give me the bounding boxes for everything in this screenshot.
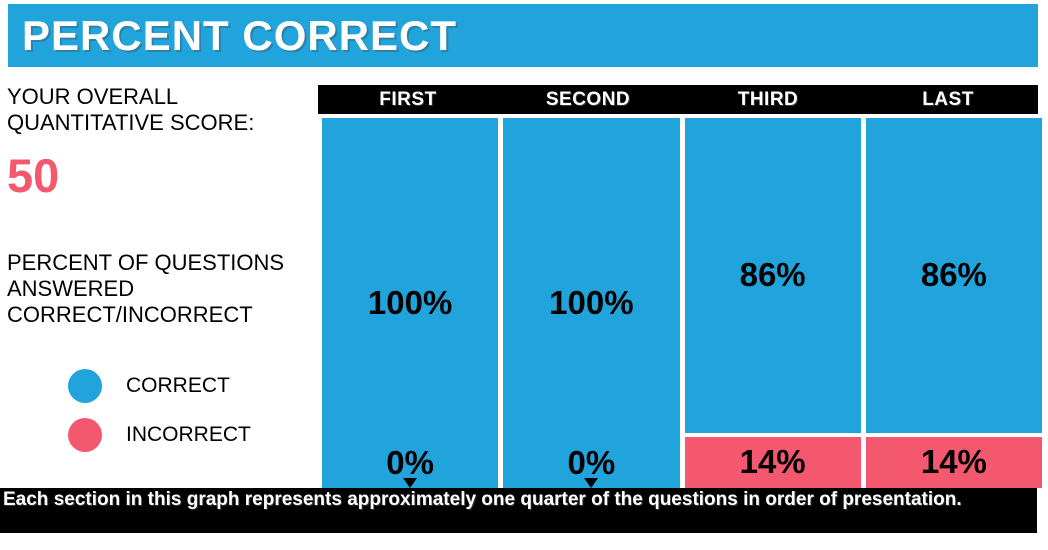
footnote-text: Each section in this graph represents ap… xyxy=(3,489,962,510)
footnote-bar: Each section in this graph represents ap… xyxy=(0,488,1037,533)
correct-segment: 100% xyxy=(322,118,499,488)
column-header-first: FIRST xyxy=(379,88,437,110)
column-header-last: LAST xyxy=(922,88,974,110)
page-title: PERCENT CORRECT xyxy=(22,11,458,59)
correct-swatch-icon xyxy=(68,369,102,403)
correct-segment: 86% xyxy=(684,118,861,433)
correct-segment: 86% xyxy=(865,118,1042,433)
chart-column-third: 86% 14% 14% xyxy=(684,118,861,488)
incorrect-swatch-icon xyxy=(68,418,102,452)
correct-percent-label: 100% xyxy=(549,284,634,321)
chart-columns: 100% 0% 0% 100% 0% 0% 86% xyxy=(322,118,1042,488)
zero-incorrect-marker: 0% xyxy=(322,444,498,488)
chart-column-second: 100% 0% 0% xyxy=(503,118,680,488)
incorrect-percent-label: 0% xyxy=(386,444,434,481)
incorrect-segment: 14% xyxy=(865,436,1042,488)
column-header-second: SECOND xyxy=(545,88,631,110)
chart-column-last: 86% 14% 14% xyxy=(865,118,1042,488)
legend: CORRECT INCORRECT xyxy=(68,369,251,467)
overall-score-label: YOUR OVERALL QUANTITATIVE SCORE: xyxy=(7,84,255,135)
down-arrow-icon xyxy=(403,478,418,488)
zero-incorrect-marker: 0% xyxy=(503,444,679,488)
incorrect-percent-label: 0% xyxy=(567,444,616,481)
overall-score-value: 50 xyxy=(7,149,60,202)
incorrect-percent-label: 14% xyxy=(739,443,806,481)
chart-column-first: 100% 0% 0% xyxy=(322,118,499,488)
column-header-third: THIRD xyxy=(737,88,799,110)
down-arrow-icon xyxy=(584,478,599,488)
correct-percent-label: 86% xyxy=(739,256,806,294)
incorrect-percent-label: 14% xyxy=(920,443,987,481)
percent-answered-description: PERCENT OF QUESTIONS ANSWERED CORRECT/IN… xyxy=(7,250,285,327)
chart-header-row: FIRST SECOND THIRD LAST xyxy=(318,85,1038,114)
legend-item-incorrect: INCORRECT xyxy=(68,418,251,452)
legend-item-correct: CORRECT xyxy=(68,369,251,403)
correct-percent-label: 86% xyxy=(920,256,987,294)
incorrect-segment: 14% xyxy=(684,436,861,488)
correct-percent-label: 100% xyxy=(367,284,453,321)
legend-label-correct: CORRECT xyxy=(126,374,230,397)
correct-segment: 100% xyxy=(503,118,680,488)
legend-label-incorrect: INCORRECT xyxy=(126,423,251,446)
page-title-bar: PERCENT CORRECT xyxy=(8,4,1038,67)
